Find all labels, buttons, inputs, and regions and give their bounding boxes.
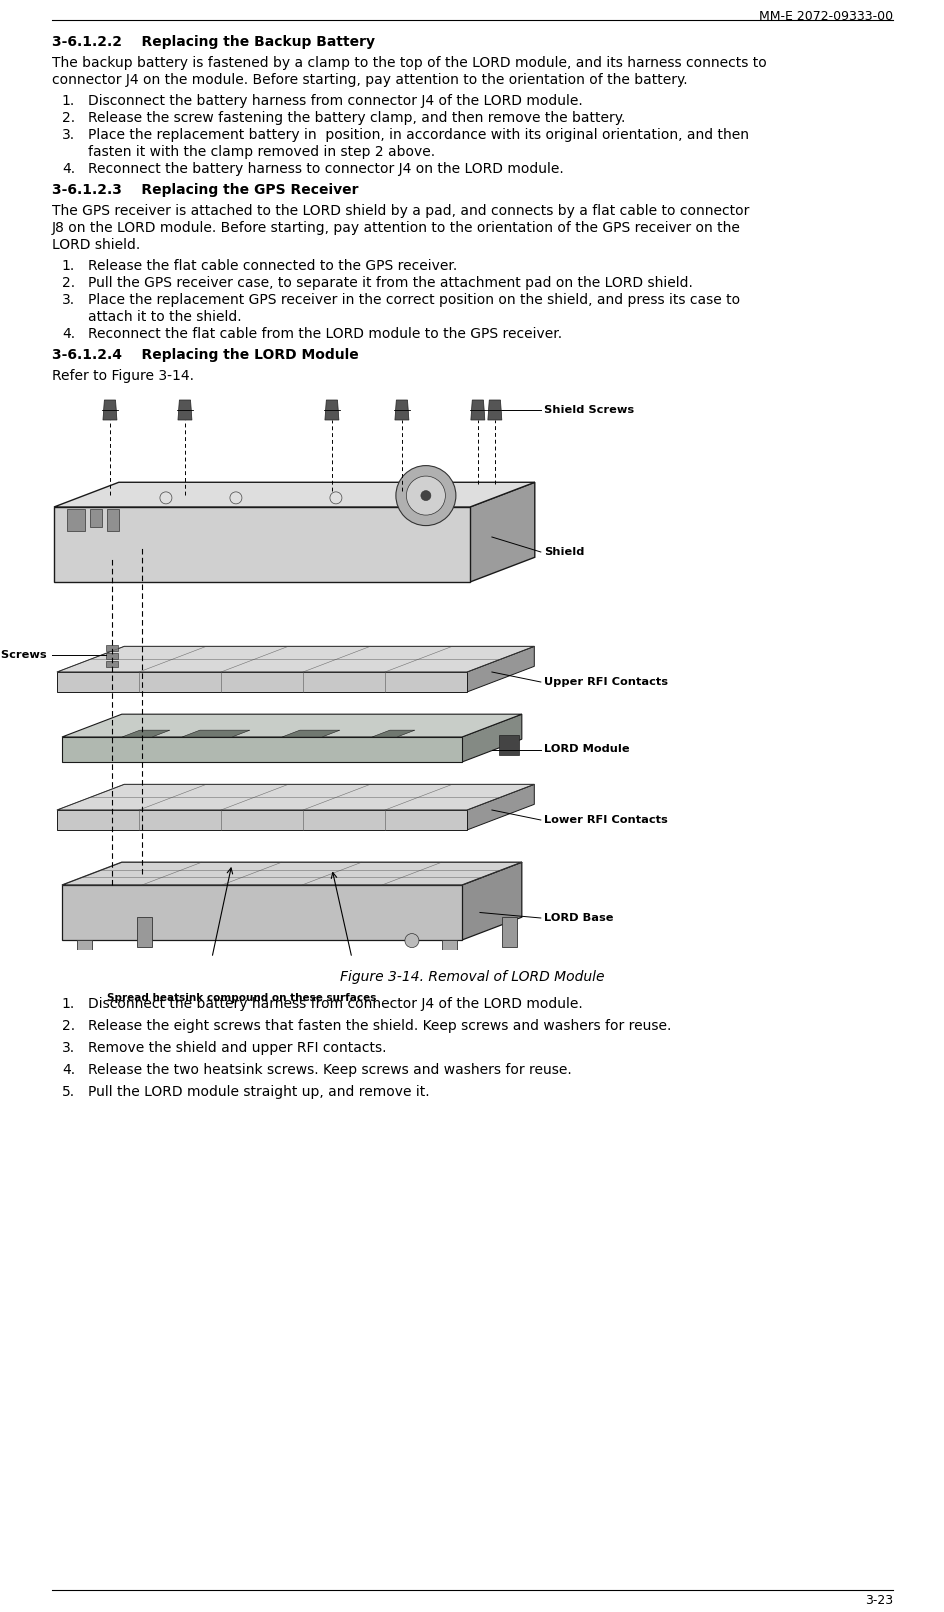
Text: 4.: 4.: [61, 161, 75, 176]
Polygon shape: [325, 400, 339, 421]
Text: Spread heatsink compound on these surfaces: Spread heatsink compound on these surfac…: [108, 993, 377, 1003]
Polygon shape: [90, 509, 102, 527]
Circle shape: [394, 953, 410, 967]
Text: 1.: 1.: [61, 260, 75, 272]
Text: 1.: 1.: [61, 996, 75, 1011]
Polygon shape: [54, 482, 534, 508]
Circle shape: [396, 466, 455, 526]
Polygon shape: [462, 862, 521, 940]
Text: Disconnect the battery harness from connector J4 of the LORD module.: Disconnect the battery harness from conn…: [88, 996, 582, 1011]
Text: LORD shield.: LORD shield.: [52, 239, 140, 251]
Text: MM-E 2072-09333-00: MM-E 2072-09333-00: [758, 10, 892, 23]
Text: 1.: 1.: [61, 93, 75, 108]
Circle shape: [329, 492, 342, 505]
Polygon shape: [76, 940, 92, 970]
Polygon shape: [372, 730, 414, 737]
Text: Place the replacement GPS receiver in the correct position on the shield, and pr: Place the replacement GPS receiver in th…: [88, 293, 739, 306]
Text: 3.: 3.: [61, 127, 75, 142]
Polygon shape: [442, 940, 457, 970]
Polygon shape: [462, 714, 521, 762]
Polygon shape: [67, 509, 85, 530]
Polygon shape: [103, 400, 117, 421]
Text: 3-6.1.2.3    Replacing the GPS Receiver: 3-6.1.2.3 Replacing the GPS Receiver: [52, 184, 358, 197]
Text: Reconnect the battery harness to connector J4 on the LORD module.: Reconnect the battery harness to connect…: [88, 161, 564, 176]
Text: Shield Screws: Shield Screws: [543, 405, 633, 414]
Text: Shield: Shield: [543, 546, 583, 558]
Polygon shape: [137, 917, 152, 948]
Text: Pull the GPS receiver case, to separate it from the attachment pad on the LORD s: Pull the GPS receiver case, to separate …: [88, 276, 692, 290]
Text: 4.: 4.: [61, 327, 75, 342]
Text: 3.: 3.: [61, 293, 75, 306]
Text: 4.: 4.: [61, 1062, 75, 1077]
Polygon shape: [177, 400, 192, 421]
Polygon shape: [62, 714, 521, 737]
Text: 2.: 2.: [61, 1019, 75, 1033]
Text: The backup battery is fastened by a clamp to the top of the LORD module, and its: The backup battery is fastened by a clam…: [52, 56, 766, 69]
Text: J8 on the LORD module. Before starting, pay attention to the orientation of the : J8 on the LORD module. Before starting, …: [52, 221, 740, 235]
Polygon shape: [501, 917, 516, 948]
Text: Refer to Figure 3-14.: Refer to Figure 3-14.: [52, 369, 194, 384]
Text: Release the flat cable connected to the GPS receiver.: Release the flat cable connected to the …: [88, 260, 457, 272]
Polygon shape: [469, 482, 534, 582]
Polygon shape: [62, 737, 462, 762]
Polygon shape: [57, 672, 466, 692]
Text: Remove the shield and upper RFI contacts.: Remove the shield and upper RFI contacts…: [88, 1041, 386, 1054]
Text: 3-6.1.2.4    Replacing the LORD Module: 3-6.1.2.4 Replacing the LORD Module: [52, 348, 359, 363]
Text: Release the two heatsink screws. Keep screws and washers for reuse.: Release the two heatsink screws. Keep sc…: [88, 1062, 571, 1077]
Text: Disconnect the battery harness from connector J4 of the LORD module.: Disconnect the battery harness from conn…: [88, 93, 582, 108]
Text: Upper RFI Contacts: Upper RFI Contacts: [543, 677, 667, 687]
Text: LORD Module: LORD Module: [543, 745, 629, 754]
Text: Lower RFI Contacts: Lower RFI Contacts: [543, 816, 666, 825]
Text: 5.: 5.: [61, 1085, 75, 1099]
Polygon shape: [466, 785, 533, 830]
Circle shape: [229, 492, 242, 505]
Polygon shape: [182, 730, 249, 737]
Circle shape: [404, 933, 418, 948]
Polygon shape: [107, 509, 119, 530]
Circle shape: [420, 490, 430, 501]
Polygon shape: [122, 730, 170, 737]
Polygon shape: [106, 661, 118, 667]
Polygon shape: [62, 885, 462, 940]
Text: 2.: 2.: [61, 276, 75, 290]
Circle shape: [160, 492, 172, 505]
Text: The GPS receiver is attached to the LORD shield by a pad, and connects by a flat: The GPS receiver is attached to the LORD…: [52, 205, 749, 218]
Polygon shape: [466, 646, 533, 692]
Polygon shape: [57, 809, 466, 830]
Text: Place the replacement battery in  position, in accordance with its original orie: Place the replacement battery in positio…: [88, 127, 749, 142]
Text: Reconnect the flat cable from the LORD module to the GPS receiver.: Reconnect the flat cable from the LORD m…: [88, 327, 562, 342]
Polygon shape: [62, 862, 521, 885]
Text: 3-6.1.2.2    Replacing the Backup Battery: 3-6.1.2.2 Replacing the Backup Battery: [52, 35, 375, 48]
Polygon shape: [57, 785, 533, 809]
Polygon shape: [281, 730, 340, 737]
Text: Figure 3-14. Removal of LORD Module: Figure 3-14. Removal of LORD Module: [340, 970, 604, 983]
Text: fasten it with the clamp removed in step 2 above.: fasten it with the clamp removed in step…: [88, 145, 434, 160]
Text: Release the screw fastening the battery clamp, and then remove the battery.: Release the screw fastening the battery …: [88, 111, 625, 126]
Circle shape: [406, 476, 445, 516]
Polygon shape: [487, 400, 501, 421]
Text: connector J4 on the module. Before starting, pay attention to the orientation of: connector J4 on the module. Before start…: [52, 73, 687, 87]
Polygon shape: [106, 653, 118, 659]
Polygon shape: [54, 508, 469, 582]
Text: Pull the LORD module straight up, and remove it.: Pull the LORD module straight up, and re…: [88, 1085, 430, 1099]
Polygon shape: [498, 735, 518, 754]
Polygon shape: [470, 400, 484, 421]
Text: Heatsink Screws: Heatsink Screws: [0, 650, 47, 659]
Text: 3-23: 3-23: [864, 1594, 892, 1607]
Text: Release the eight screws that fasten the shield. Keep screws and washers for reu: Release the eight screws that fasten the…: [88, 1019, 670, 1033]
Polygon shape: [57, 646, 533, 672]
Text: attach it to the shield.: attach it to the shield.: [88, 310, 242, 324]
Text: 3.: 3.: [61, 1041, 75, 1054]
Text: 2.: 2.: [61, 111, 75, 126]
Polygon shape: [395, 400, 409, 421]
Text: LORD Base: LORD Base: [543, 912, 613, 924]
Polygon shape: [106, 645, 118, 651]
